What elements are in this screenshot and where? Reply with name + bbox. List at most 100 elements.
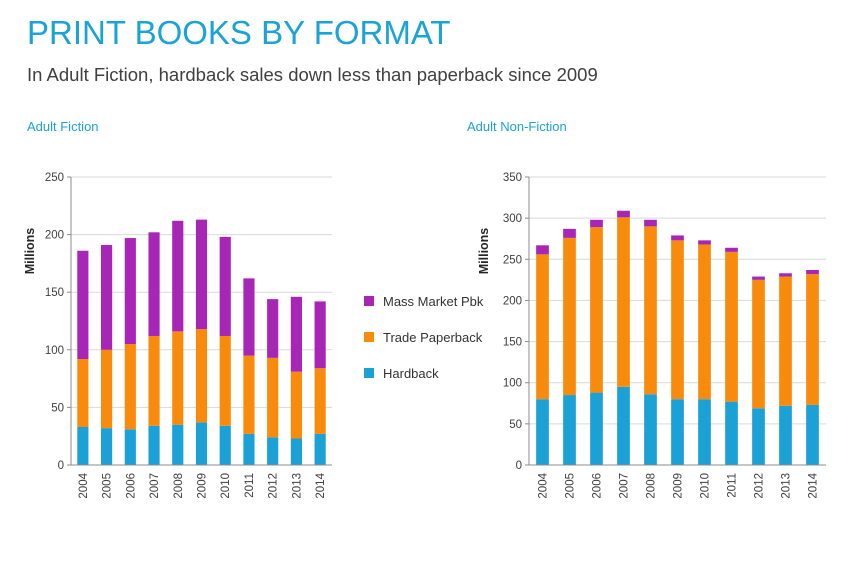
y-axis-label: Millions (477, 228, 491, 275)
bar-hardback-2009 (671, 399, 684, 465)
x-tick-label: 2014 (315, 472, 327, 498)
legend: Mass Market Pbk Trade Paperback Hardback (364, 292, 483, 400)
legend-swatch-hardback (364, 368, 374, 378)
bar-hardback-2005 (563, 395, 576, 465)
bar-mass-market-pbk-2006 (124, 238, 136, 345)
bar-hardback-2004 (77, 426, 89, 465)
legend-item-mass-market: Mass Market Pbk (364, 292, 483, 310)
bar-trade-paperback-2010 (698, 244, 711, 400)
x-tick-label: 2011 (727, 473, 739, 498)
x-tick-label: 2005 (102, 473, 114, 499)
x-tick-label: 2009 (197, 473, 209, 499)
bar-trade-paperback-2009 (671, 240, 684, 400)
bar-hardback-2008 (644, 394, 657, 465)
y-tick-label: 200 (503, 295, 522, 307)
bar-hardback-2006 (590, 392, 603, 465)
bar-mass-market-pbk-2011 (725, 247, 738, 252)
legend-label-mass-market: Mass Market Pbk (383, 293, 484, 309)
legend-swatch-trade-paperback (364, 332, 374, 342)
bar-hardback-2014 (806, 404, 819, 465)
bar-mass-market-pbk-2005 (563, 228, 576, 238)
bar-mass-market-pbk-2013 (290, 296, 302, 372)
bar-mass-market-pbk-2004 (77, 250, 89, 360)
bar-mass-market-pbk-2009 (195, 219, 208, 330)
x-tick-label: 2005 (565, 473, 577, 499)
legend-item-hardback: Hardback (364, 364, 483, 382)
bar-hardback-2007 (148, 425, 160, 465)
bar-hardback-2011 (725, 401, 738, 465)
bar-mass-market-pbk-2005 (101, 244, 113, 350)
bar-trade-paperback-2013 (290, 371, 302, 439)
bar-trade-paperback-2004 (536, 254, 549, 400)
bar-mass-market-pbk-2010 (698, 240, 711, 245)
bar-trade-paperback-2004 (77, 359, 89, 427)
legend-item-trade-paperback: Trade Paperback (364, 328, 483, 346)
legend-swatch-mass-market (364, 296, 374, 306)
bar-mass-market-pbk-2012 (752, 276, 765, 280)
x-tick-label: 2004 (78, 472, 90, 498)
page-title: PRINT BOOKS BY FORMAT (27, 14, 451, 51)
bar-hardback-2012 (752, 408, 765, 465)
y-tick-label: 350 (503, 172, 522, 184)
bar-hardback-2007 (617, 386, 630, 465)
y-tick-label: 250 (503, 254, 522, 266)
x-tick-label: 2010 (220, 473, 232, 499)
x-tick-label: 2013 (781, 473, 793, 499)
bar-hardback-2006 (124, 429, 136, 465)
y-tick-label: 100 (45, 345, 64, 357)
bar-mass-market-pbk-2004 (536, 245, 549, 255)
bar-hardback-2004 (536, 399, 549, 465)
bar-trade-paperback-2009 (195, 329, 208, 423)
y-tick-label: 250 (45, 172, 64, 184)
bar-trade-paperback-2007 (148, 335, 160, 426)
bar-trade-paperback-2014 (806, 274, 819, 405)
bar-hardback-2010 (698, 399, 711, 465)
bar-trade-paperback-2008 (172, 331, 184, 425)
bar-trade-paperback-2013 (779, 276, 792, 406)
bar-trade-paperback-2012 (267, 357, 279, 438)
bar-mass-market-pbk-2008 (644, 219, 657, 227)
x-tick-label: 2007 (619, 473, 631, 499)
bar-mass-market-pbk-2013 (779, 273, 792, 277)
y-tick-label: 0 (516, 460, 522, 472)
bar-trade-paperback-2008 (644, 226, 657, 395)
bar-trade-paperback-2010 (219, 335, 231, 426)
bar-mass-market-pbk-2006 (590, 219, 603, 228)
x-tick-label: 2010 (700, 473, 712, 499)
x-tick-label: 2013 (291, 473, 303, 499)
x-tick-label: 2008 (173, 473, 185, 499)
bar-hardback-2005 (101, 428, 113, 465)
bar-mass-market-pbk-2009 (671, 235, 684, 241)
bar-hardback-2008 (172, 424, 184, 465)
chart-title-adult-non-fiction: Adult Non-Fiction (467, 119, 567, 134)
x-tick-label: 2012 (268, 473, 280, 499)
bar-mass-market-pbk-2008 (172, 220, 184, 332)
bar-hardback-2011 (243, 433, 255, 465)
x-tick-label: 2009 (673, 473, 685, 499)
bar-trade-paperback-2005 (563, 237, 576, 396)
y-tick-label: 150 (503, 337, 522, 349)
bar-trade-paperback-2011 (725, 251, 738, 402)
bar-mass-market-pbk-2012 (267, 299, 279, 358)
legend-label-trade-paperback: Trade Paperback (383, 329, 483, 345)
y-tick-label: 50 (51, 402, 64, 414)
bar-hardback-2009 (195, 422, 208, 465)
bar-hardback-2014 (314, 433, 326, 465)
y-axis-label: Millions (23, 228, 37, 275)
bar-hardback-2013 (779, 405, 792, 465)
bar-hardback-2013 (290, 438, 302, 465)
y-tick-label: 150 (45, 287, 64, 299)
x-tick-label: 2012 (754, 473, 766, 499)
bar-mass-market-pbk-2007 (617, 210, 630, 218)
x-tick-label: 2004 (538, 472, 550, 498)
x-tick-label: 2008 (646, 473, 658, 499)
y-tick-label: 200 (45, 230, 64, 242)
bar-mass-market-pbk-2011 (243, 278, 255, 356)
y-tick-label: 300 (503, 213, 522, 225)
legend-label-hardback: Hardback (383, 365, 439, 381)
bar-mass-market-pbk-2014 (314, 301, 326, 369)
y-tick-label: 100 (503, 378, 522, 390)
bar-trade-paperback-2011 (243, 355, 255, 434)
x-tick-label: 2014 (808, 472, 820, 498)
